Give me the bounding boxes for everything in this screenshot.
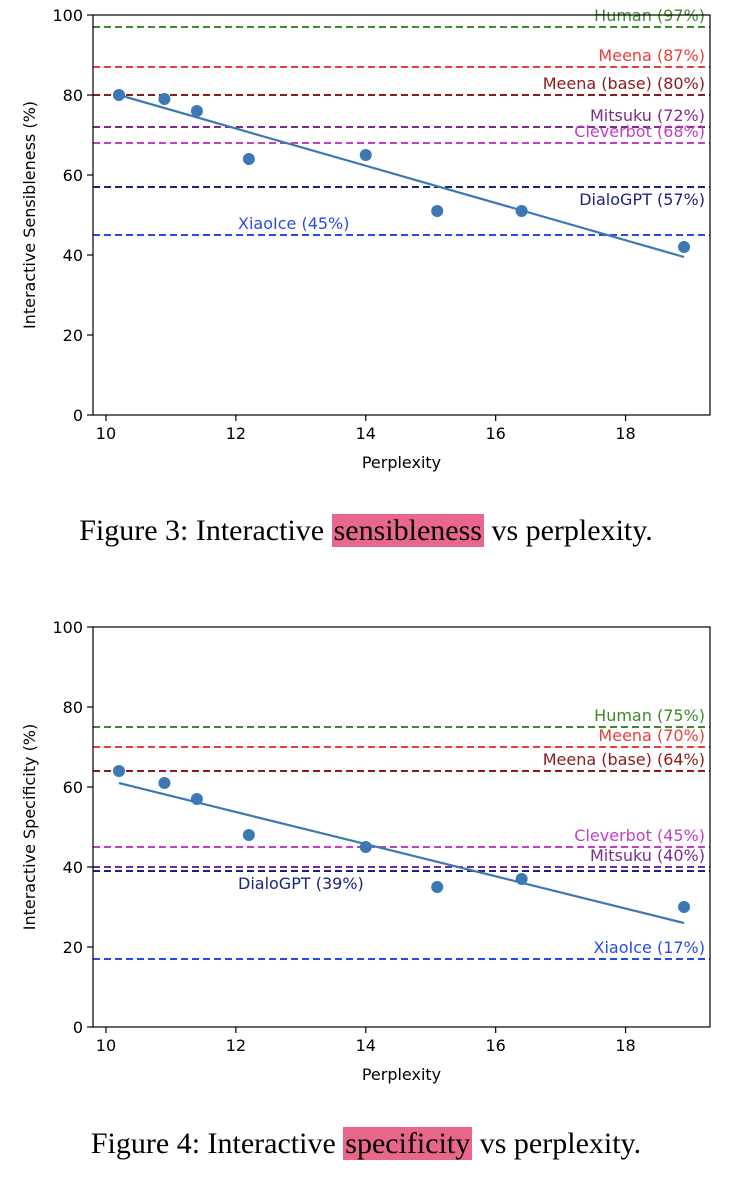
- x-tick-label: 18: [615, 424, 635, 443]
- reference-line-label: Meena (base) (64%): [543, 750, 705, 769]
- data-point: [515, 873, 528, 885]
- caption-highlight: specificity: [343, 1127, 473, 1160]
- trend-line: [118, 93, 685, 259]
- x-tick-label: 16: [485, 424, 505, 443]
- reference-line-label: Meena (base) (80%): [543, 74, 705, 93]
- caption-suffix: vs perplexity.: [483, 514, 653, 547]
- reference-line-label: Meena (70%): [598, 726, 705, 745]
- data-point: [242, 829, 255, 841]
- data-point: [431, 881, 444, 893]
- x-axis-label: Perplexity: [362, 453, 441, 472]
- reference-line-label: Human (75%): [594, 706, 705, 725]
- caption-prefix: Figure 3: Interactive: [79, 514, 332, 547]
- data-point: [158, 777, 171, 789]
- reference-line-label: Mitsuku (40%): [590, 846, 705, 865]
- reference-line-label: Meena (87%): [598, 46, 705, 65]
- data-point: [359, 149, 372, 161]
- reference-line-label: DialoGPT (39%): [238, 874, 364, 893]
- caption-prefix: Figure 4: Interactive: [90, 1127, 344, 1160]
- y-tick-label: 60: [63, 166, 83, 185]
- y-tick-label: 80: [63, 86, 83, 105]
- reference-line-label: Cleverbot (45%): [574, 826, 705, 845]
- data-point: [112, 89, 125, 101]
- figure-3-caption: Figure 3: Interactive sensibleness vs pe…: [0, 514, 732, 548]
- data-point: [242, 153, 255, 165]
- x-tick-label: 14: [356, 424, 376, 443]
- specificity-chart: Human (75%)Meena (70%) Meena (base) (64%)…: [20, 618, 711, 1084]
- data-point: [678, 901, 691, 913]
- figure-4-caption: Figure 4: Interactive specificity vs per…: [0, 1127, 732, 1161]
- y-tick-label: 40: [63, 246, 83, 265]
- y-tick-label: 60: [63, 778, 83, 797]
- reference-line-label: Cleverbot (68%): [574, 122, 705, 141]
- data-point: [190, 793, 203, 805]
- x-tick-label: 10: [96, 1036, 116, 1055]
- data-point: [112, 765, 125, 777]
- y-axis-label: Interactive Specificity (%): [20, 724, 39, 931]
- y-tick-label: 0: [73, 1018, 83, 1037]
- x-tick-label: 14: [356, 1036, 376, 1055]
- caption-suffix: vs perplexity.: [472, 1127, 642, 1160]
- data-point: [515, 205, 528, 217]
- y-tick-label: 20: [63, 326, 83, 345]
- reference-line-label: XiaoIce (17%): [594, 938, 706, 957]
- data-point: [359, 841, 372, 853]
- x-tick-label: 12: [226, 424, 246, 443]
- reference-line-label: XiaoIce (45%): [238, 214, 350, 233]
- y-tick-label: 40: [63, 858, 83, 877]
- y-tick-label: 80: [63, 698, 83, 717]
- trend-line: [118, 781, 685, 925]
- data-point: [678, 241, 691, 253]
- x-tick-label: 12: [226, 1036, 246, 1055]
- caption-highlight: sensibleness: [331, 514, 484, 547]
- x-tick-label: 18: [615, 1036, 635, 1055]
- y-tick-label: 20: [63, 938, 83, 957]
- x-tick-label: 10: [96, 424, 116, 443]
- y-tick-label: 100: [52, 6, 83, 25]
- x-tick-label: 16: [485, 1036, 505, 1055]
- reference-line-label: DialoGPT (57%): [579, 190, 705, 209]
- y-axis-label: Interactive Sensibleness (%): [20, 101, 39, 329]
- y-tick-label: 0: [73, 406, 83, 425]
- data-point: [158, 93, 171, 105]
- sensibleness-chart: Human (97%)Meena (87%)Meena (base) (80%)…: [20, 6, 711, 472]
- data-point: [190, 105, 203, 117]
- reference-line-label: Mitsuku (72%): [590, 106, 705, 125]
- data-point: [431, 205, 444, 217]
- plot-frame: [92, 14, 711, 416]
- plot-frame: [92, 626, 711, 1028]
- y-tick-label: 100: [52, 618, 83, 637]
- x-axis-label: Perplexity: [362, 1065, 441, 1084]
